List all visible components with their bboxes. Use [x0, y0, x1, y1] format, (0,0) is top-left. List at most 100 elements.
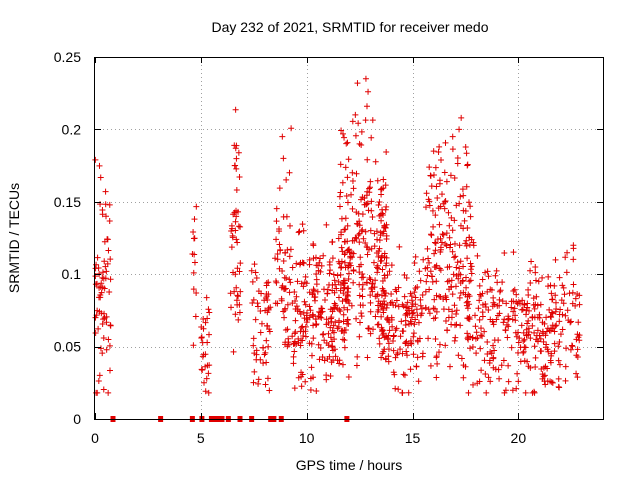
- data-point: [316, 356, 323, 363]
- data-point: [250, 342, 257, 349]
- data-point: [572, 295, 579, 302]
- data-point: [538, 365, 545, 372]
- data-point: [344, 317, 351, 324]
- data-point: [492, 272, 499, 279]
- data-point: [378, 313, 385, 320]
- data-point: [556, 318, 563, 325]
- data-point: [555, 375, 562, 382]
- data-point: [364, 251, 371, 258]
- data-point: [410, 330, 417, 337]
- data-point: [327, 324, 334, 331]
- data-point: [189, 251, 196, 258]
- data-point: [464, 305, 471, 312]
- data-point: [98, 310, 105, 317]
- data-point: [375, 253, 382, 260]
- data-point: [515, 339, 522, 346]
- data-point: [466, 234, 473, 241]
- data-point: [376, 237, 383, 244]
- data-point: [484, 288, 491, 295]
- data-point: [540, 364, 547, 371]
- data-point: [414, 338, 421, 345]
- data-point: [492, 366, 499, 373]
- data-point: [371, 230, 378, 237]
- data-point: [519, 306, 526, 313]
- data-point: [227, 290, 234, 297]
- data-point: [323, 316, 330, 323]
- data-point: [236, 268, 243, 275]
- data-point: [235, 223, 242, 230]
- data-point: [344, 139, 351, 146]
- data-point: [279, 282, 286, 289]
- data-point: [559, 282, 566, 289]
- data-point: [341, 251, 348, 258]
- data-point: [444, 278, 451, 285]
- data-point: [102, 201, 109, 208]
- data-point: [359, 286, 366, 293]
- data-point: [325, 330, 332, 337]
- data-point: [383, 232, 390, 239]
- data-point: [382, 356, 389, 363]
- data-point: [472, 335, 479, 342]
- data-point: [510, 298, 517, 305]
- data-point: [312, 316, 319, 323]
- data-point: [359, 194, 366, 201]
- data-point: [547, 282, 554, 289]
- data-point: [249, 300, 256, 307]
- data-point: [525, 325, 532, 332]
- data-point: [484, 351, 491, 358]
- x-tick-label: 10: [299, 430, 315, 446]
- data-point: [367, 178, 374, 185]
- data-point: [551, 340, 558, 347]
- data-point: [346, 259, 353, 266]
- data-point: [379, 326, 386, 333]
- data-point: [416, 268, 423, 275]
- data-point: [105, 389, 112, 396]
- data-point: [557, 306, 564, 313]
- data-point: [445, 209, 452, 216]
- data-point: [531, 305, 538, 312]
- data-point: [529, 322, 536, 329]
- data-point: [263, 337, 270, 344]
- data-point: [205, 370, 212, 377]
- data-point: [481, 357, 488, 364]
- data-point: [565, 317, 572, 324]
- data-point: [264, 322, 271, 329]
- data-point: [377, 211, 384, 218]
- data-point: [295, 229, 302, 236]
- data-point: [514, 300, 521, 307]
- data-point: [463, 284, 470, 291]
- data-point: [336, 360, 343, 367]
- data-point: [286, 276, 293, 283]
- data-point: [498, 362, 505, 369]
- data-point: [466, 301, 473, 308]
- data-point: [373, 293, 380, 300]
- data-point: [484, 338, 491, 345]
- data-point: [339, 179, 346, 186]
- data-point: [448, 284, 455, 291]
- data-point: [426, 286, 433, 293]
- data-point: [404, 311, 411, 318]
- data-point: [336, 193, 343, 200]
- data-point: [353, 362, 360, 369]
- data-point: [559, 326, 566, 333]
- data-point: [529, 313, 536, 320]
- data-point: [107, 256, 114, 263]
- data-point: [355, 120, 362, 127]
- data-point: [484, 268, 491, 275]
- data-point: [334, 325, 341, 332]
- data-point: [329, 308, 336, 315]
- data-point: [496, 310, 503, 317]
- data-point: [473, 350, 480, 357]
- data-point: [402, 321, 409, 328]
- data-point: [531, 388, 538, 395]
- data-point: [528, 258, 535, 265]
- data-point: [511, 286, 518, 293]
- data-point: [380, 330, 387, 337]
- data-point: [451, 337, 458, 344]
- data-point: [485, 374, 492, 381]
- data-point: [523, 307, 530, 314]
- data-point: [265, 343, 272, 350]
- data-point: [232, 271, 239, 278]
- data-point: [282, 327, 289, 334]
- data-point: [234, 239, 241, 246]
